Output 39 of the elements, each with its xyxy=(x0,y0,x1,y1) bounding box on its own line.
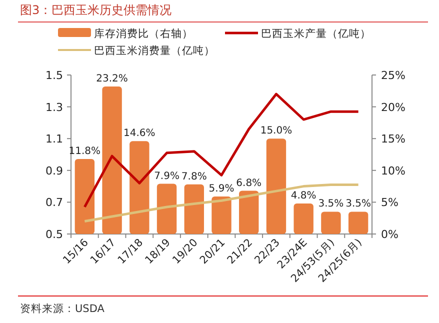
y-tick-label: 1.3 xyxy=(46,100,63,114)
data-label: 11.8% xyxy=(68,146,101,157)
bar xyxy=(294,203,314,234)
bar xyxy=(266,138,286,234)
legend-label: 巴西玉米消费量（亿吨） xyxy=(94,44,215,57)
y2-tick-label: 15% xyxy=(381,132,406,146)
bar xyxy=(130,141,150,234)
data-label: 5.9% xyxy=(208,183,234,194)
legend-label: 巴西玉米产量（亿吨） xyxy=(261,27,371,40)
text: 资料来源：USDA xyxy=(20,302,106,315)
y-tick-label: 0.5 xyxy=(46,228,63,241)
y2-tick-label: 20% xyxy=(381,100,406,114)
data-label: 6.8% xyxy=(236,178,262,189)
bar xyxy=(184,184,204,234)
bar xyxy=(102,86,122,234)
y2-tick-label: 5% xyxy=(381,196,398,210)
bar xyxy=(239,190,259,234)
bar xyxy=(348,212,368,234)
data-label: 15.0% xyxy=(260,126,292,137)
bar xyxy=(156,184,177,234)
y2-tick-label: 10% xyxy=(381,164,406,178)
title: 图3：巴西玉米历史供需情况 xyxy=(20,3,172,17)
y-tick-label: 1.5 xyxy=(46,69,63,82)
y-tick-label: 0.7 xyxy=(46,196,63,210)
data-label: 14.6% xyxy=(124,128,156,140)
data-label: 3.5% xyxy=(318,198,344,210)
bar xyxy=(74,158,95,234)
y2-tick-label: 25% xyxy=(381,69,406,82)
y-tick-label: 1.1 xyxy=(46,132,63,146)
data-label: 3.5% xyxy=(346,198,372,210)
data-label: 7.8% xyxy=(181,171,207,182)
bar xyxy=(212,196,232,234)
y2-tick-label: 0% xyxy=(381,228,398,241)
data-label: 4.8% xyxy=(290,190,316,202)
data-label: 23.2% xyxy=(96,73,128,84)
y-tick-label: 0.9 xyxy=(46,164,63,178)
data-label: 7.9% xyxy=(154,170,180,182)
legend-label: 库存消费比（右轴） xyxy=(94,27,193,40)
bar xyxy=(321,212,341,234)
